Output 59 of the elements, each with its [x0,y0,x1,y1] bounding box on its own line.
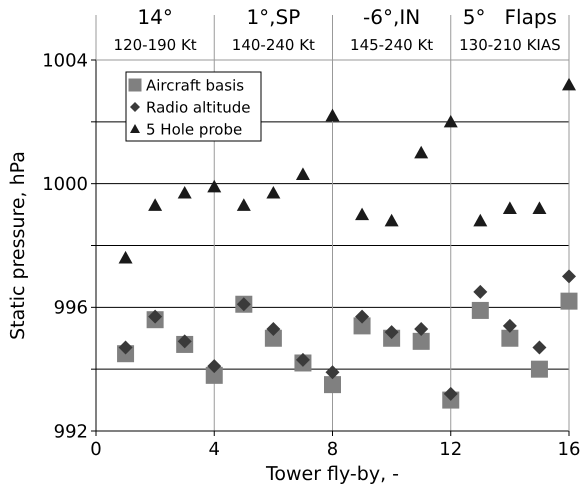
text: 145-240 Kt [350,36,434,54]
point [444,386,458,401]
point [502,201,517,214]
text: -6°,IN [363,5,420,29]
point [444,114,458,128]
x-axis-title: Tower fly-by, - [264,463,400,485]
point [384,325,399,340]
point [148,198,162,211]
point [414,146,428,158]
y-tick-label: 992 [54,421,88,442]
point [384,214,399,226]
text: 130-210 KIAS [459,36,561,54]
point [236,198,251,211]
point [473,214,488,226]
point [414,322,428,336]
point [562,78,576,90]
y-tick-label: 1004 [42,50,88,72]
point [148,310,162,324]
x-tick-label: 16 [558,439,580,460]
legend-label: Radio altitude [146,98,250,116]
point [118,250,133,264]
point [412,332,430,350]
point [207,180,222,192]
y-tick-label: 996 [54,298,88,319]
legend-label: Aircraft basis [146,76,244,94]
x-tick-label: 4 [208,439,220,460]
point [326,108,340,122]
legend-label: 5 Hole probe [146,120,242,138]
text: 1°,SP [246,5,300,29]
point [502,318,517,333]
point [266,186,280,199]
point [296,352,310,367]
point [178,186,192,199]
x-tick-label: 12 [439,439,462,460]
point [207,359,222,374]
y-tick-label: 1000 [42,174,88,195]
point [560,292,578,310]
point [296,167,310,180]
x-tick-label: 0 [90,439,102,460]
point [118,340,133,355]
text: 140-240 Kt [232,36,316,54]
text: 120-190 Kt [114,36,197,54]
point [472,302,489,319]
point [326,365,340,380]
point [324,376,341,394]
x-tick-label: 8 [326,439,338,460]
y-axis-title: Static pressure, hPa [7,151,29,340]
point [473,284,488,299]
point [532,201,546,214]
point [530,360,548,378]
point [532,340,546,355]
point [355,310,370,324]
text: 14° [137,5,173,29]
point [178,334,192,348]
text: 5° Flaps [462,5,557,29]
point [562,269,576,284]
point [355,208,370,220]
point [501,330,518,347]
point [266,322,280,336]
